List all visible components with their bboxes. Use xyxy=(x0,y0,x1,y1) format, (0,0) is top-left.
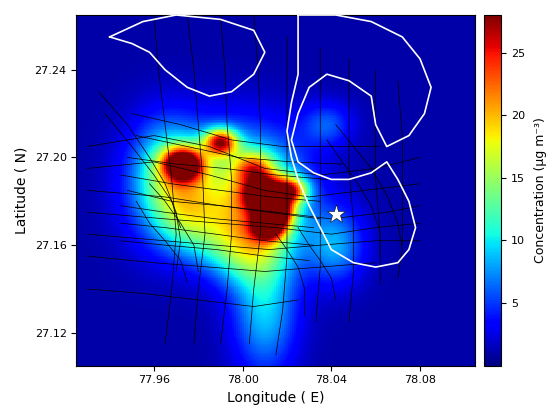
X-axis label: Longitude ( E): Longitude ( E) xyxy=(227,391,325,405)
Y-axis label: Latitude ( N): Latitude ( N) xyxy=(15,147,29,234)
Y-axis label: Concentration (μg m⁻³): Concentration (μg m⁻³) xyxy=(534,118,547,263)
